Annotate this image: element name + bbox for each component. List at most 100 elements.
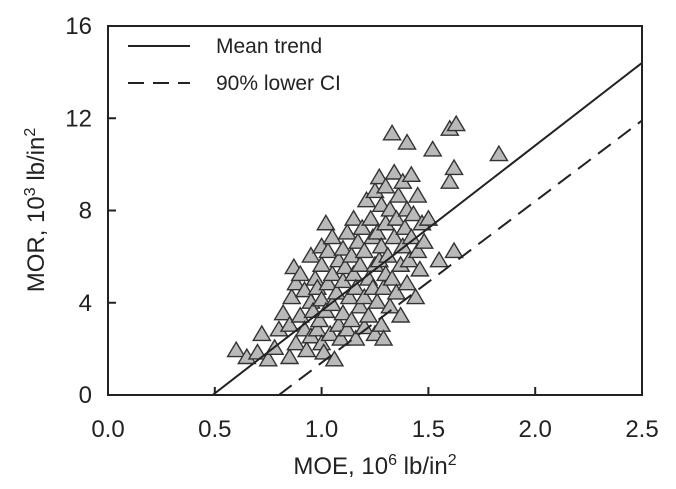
data-point-triangle: [348, 232, 368, 249]
data-point-triangle: [313, 343, 334, 360]
data-point-triangle: [367, 223, 387, 240]
data-point-triangle: [345, 329, 366, 346]
data-point-triangle: [489, 144, 509, 162]
data-point-triangle: [307, 320, 328, 337]
data-point-triangle: [407, 241, 428, 259]
data-point-triangle: [382, 269, 402, 286]
data-point-triangle: [395, 218, 415, 236]
data-point-triangle: [382, 124, 402, 141]
data-point-triangle: [335, 257, 355, 275]
data-point-triangle: [350, 255, 370, 272]
y-tick-label: 16: [65, 13, 92, 40]
data-point-triangle: [414, 232, 434, 249]
data-point-triangle: [388, 186, 409, 203]
data-point-triangle: [384, 227, 405, 245]
data-point-triangle: [352, 218, 372, 236]
data-point-triangle: [290, 264, 311, 282]
data-point-triangle: [279, 347, 300, 365]
data-point-triangle: [380, 200, 400, 217]
lower-ci-line: [278, 119, 642, 395]
x-tick-label: 2.0: [519, 416, 552, 443]
data-point-triangle: [339, 287, 360, 305]
data-point-triangle: [341, 310, 362, 328]
data-point-triangle: [418, 209, 439, 226]
data-point-triangle: [343, 209, 364, 226]
y-axis-ticks: 0 4 8 12 16: [65, 13, 116, 409]
trend-lines: [212, 62, 642, 395]
data-point-triangle: [358, 306, 379, 323]
data-point-triangle: [279, 315, 300, 332]
data-point-triangle: [378, 246, 398, 263]
data-point-triangle: [318, 273, 338, 291]
data-point-triangle: [247, 343, 268, 360]
mean-trend-line: [212, 62, 642, 395]
data-point-triangle: [446, 114, 466, 132]
data-point-triangle: [371, 237, 392, 254]
x-tick-label: 2.5: [625, 416, 658, 443]
data-point-triangle: [333, 239, 353, 256]
data-point-triangle: [337, 320, 358, 337]
data-point-triangle: [429, 250, 449, 268]
x-tick-label: 1.5: [412, 416, 445, 443]
x-tick-label: 0.0: [91, 416, 124, 443]
data-point-triangle: [401, 227, 422, 245]
data-point-triangle: [331, 329, 351, 346]
x-axis-label: MOE, 106 lb/in2: [293, 452, 456, 480]
data-point-triangle: [337, 223, 358, 240]
data-point-triangle: [322, 227, 343, 245]
data-point-triangle: [367, 292, 387, 309]
data-point-triangle: [316, 213, 336, 231]
data-point-triangle: [311, 255, 332, 272]
data-point-triangle: [444, 241, 464, 259]
data-point-triangle: [386, 283, 407, 300]
data-point-triangle: [350, 296, 370, 314]
data-point-triangle: [343, 264, 364, 282]
data-point-triangle: [375, 177, 396, 194]
data-point-triangle: [318, 241, 338, 259]
x-tick-label: 1.0: [305, 416, 338, 443]
y-tick-label: 0: [79, 382, 92, 409]
data-point-triangle: [286, 333, 306, 351]
data-point-triangle: [439, 172, 460, 189]
data-point-triangle: [397, 273, 417, 291]
data-point-triangle: [252, 324, 272, 342]
data-point-triangle: [390, 306, 411, 323]
data-point-triangle: [380, 296, 400, 314]
data-point-triangle: [371, 315, 392, 332]
data-point-triangle: [444, 158, 464, 176]
data-point-triangle: [273, 303, 293, 321]
data-point-triangle: [320, 324, 340, 342]
data-point-triangle: [226, 340, 246, 358]
x-axis-ticks: 0.0 0.5 1.0 1.5 2.0 2.5: [91, 387, 659, 443]
legend-label: Mean trend: [216, 35, 322, 58]
data-point-triangle: [333, 303, 353, 321]
data-point-triangle: [384, 163, 405, 180]
legend-label: 90% lower CI: [216, 72, 341, 95]
data-point-triangle: [410, 260, 430, 277]
data-point-triangle: [422, 140, 443, 157]
data-point-triangle: [386, 209, 407, 226]
y-tick-label: 4: [79, 290, 92, 317]
data-point-triangle: [373, 329, 394, 346]
data-point-triangle: [403, 204, 424, 222]
data-point-triangle: [401, 165, 422, 183]
data-point-triangle: [407, 186, 428, 203]
y-tick-label: 8: [79, 198, 92, 225]
data-point-triangle: [356, 190, 377, 208]
data-points: [226, 114, 509, 367]
legend: Mean trend 90% lower CI: [128, 35, 341, 95]
data-point-triangle: [341, 246, 362, 263]
data-point-triangle: [290, 306, 311, 323]
data-point-triangle: [360, 209, 381, 226]
data-point-triangle: [258, 350, 278, 367]
data-point-triangle: [369, 167, 390, 185]
x-tick-label: 0.5: [198, 416, 231, 443]
y-tick-label: 12: [65, 105, 92, 132]
data-point-triangle: [373, 278, 394, 296]
data-point-triangle: [301, 246, 321, 263]
data-point-triangle: [354, 241, 375, 259]
y-axis-label: MOR, 103 lb/in2: [22, 128, 50, 293]
data-point-triangle: [397, 133, 417, 150]
data-point-triangle: [354, 287, 375, 305]
